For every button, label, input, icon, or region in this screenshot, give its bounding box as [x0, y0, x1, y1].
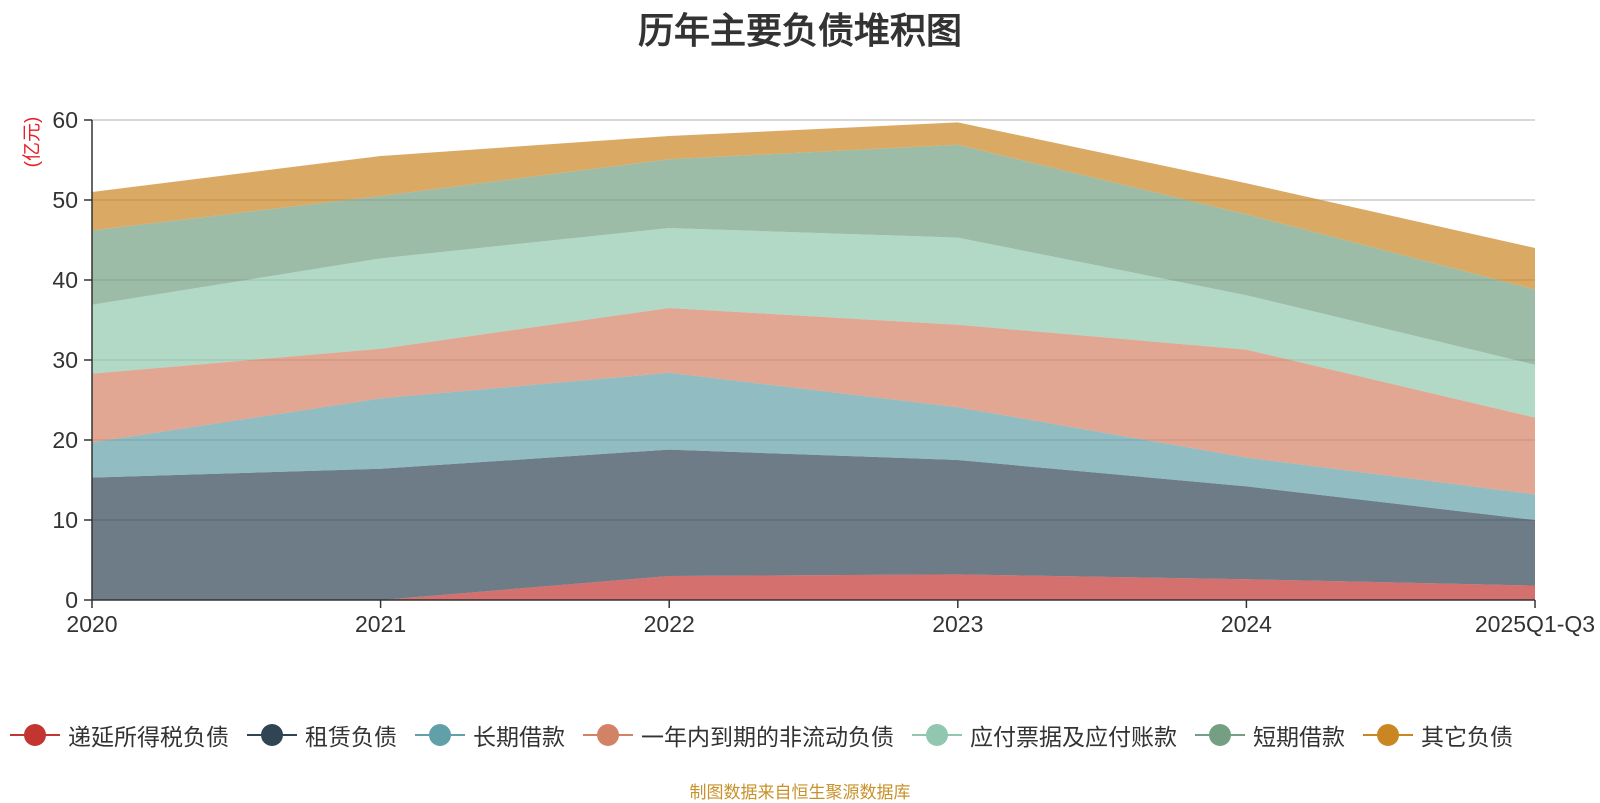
- legend-label: 长期借款: [473, 724, 565, 750]
- area-series-5: [92, 144, 1535, 365]
- y-tick-label: 20: [52, 427, 78, 453]
- legend-item[interactable]: 一年内到期的非流动负债: [583, 718, 894, 752]
- source-footer: 制图数据来自恒生聚源数据库: [689, 783, 911, 802]
- legend-label: 递延所得税负债: [68, 724, 229, 750]
- legend-item[interactable]: 应付票据及应付账款: [912, 718, 1177, 752]
- legend-marker-icon: [415, 722, 465, 748]
- legend: 递延所得税负债 租赁负债 长期借款 一年内到期的非流动负债 应付票据及应付账款 短期借款 其…: [10, 715, 1531, 755]
- area-series-2: [92, 372, 1535, 520]
- area-series-3: [92, 308, 1535, 495]
- y-axis-unit-label: (亿元): [21, 117, 43, 168]
- area-series-0: [92, 574, 1535, 600]
- y-tick-label: 60: [52, 107, 78, 133]
- y-tick-label: 0: [65, 587, 78, 613]
- x-tick-label: 2025Q1-Q3: [1475, 611, 1595, 637]
- legend-label: 短期借款: [1253, 724, 1345, 750]
- y-tick-label: 40: [52, 267, 78, 293]
- x-tick-label: 2021: [355, 611, 406, 637]
- legend-label: 应付票据及应付账款: [970, 724, 1177, 750]
- legend-item[interactable]: 租赁负债: [247, 718, 397, 752]
- legend-marker-icon: [1195, 722, 1245, 748]
- x-tick-label: 2020: [66, 611, 117, 637]
- legend-item[interactable]: 长期借款: [415, 718, 565, 752]
- legend-marker-icon: [912, 722, 962, 748]
- y-tick-label: 30: [52, 347, 78, 373]
- legend-marker-icon: [583, 722, 633, 748]
- legend-marker-icon: [1363, 722, 1413, 748]
- area-series-layer: [92, 122, 1535, 600]
- x-tick-label: 2023: [932, 611, 983, 637]
- legend-item[interactable]: 其它负债: [1363, 718, 1513, 752]
- y-tick-label: 10: [52, 507, 78, 533]
- area-series-4: [92, 228, 1535, 418]
- y-tick-label: 50: [52, 187, 78, 213]
- x-tick-label: 2024: [1221, 611, 1272, 637]
- chart-title: 历年主要负债堆积图: [637, 10, 962, 51]
- legend-marker-icon: [247, 722, 297, 748]
- legend-label: 租赁负债: [305, 724, 397, 750]
- area-series-6: [92, 122, 1535, 290]
- area-series-1: [92, 449, 1535, 600]
- legend-item[interactable]: 递延所得税负债: [10, 718, 229, 752]
- axes: 0 10 20 30 40 50 60 2020 2021 2022 2023 2024 2025Q1-…: [52, 107, 1595, 637]
- legend-label: 其它负债: [1421, 724, 1513, 750]
- legend-marker-icon: [10, 722, 60, 748]
- legend-label: 一年内到期的非流动负债: [641, 724, 894, 750]
- legend-item[interactable]: 短期借款: [1195, 718, 1345, 752]
- x-tick-label: 2022: [644, 611, 695, 637]
